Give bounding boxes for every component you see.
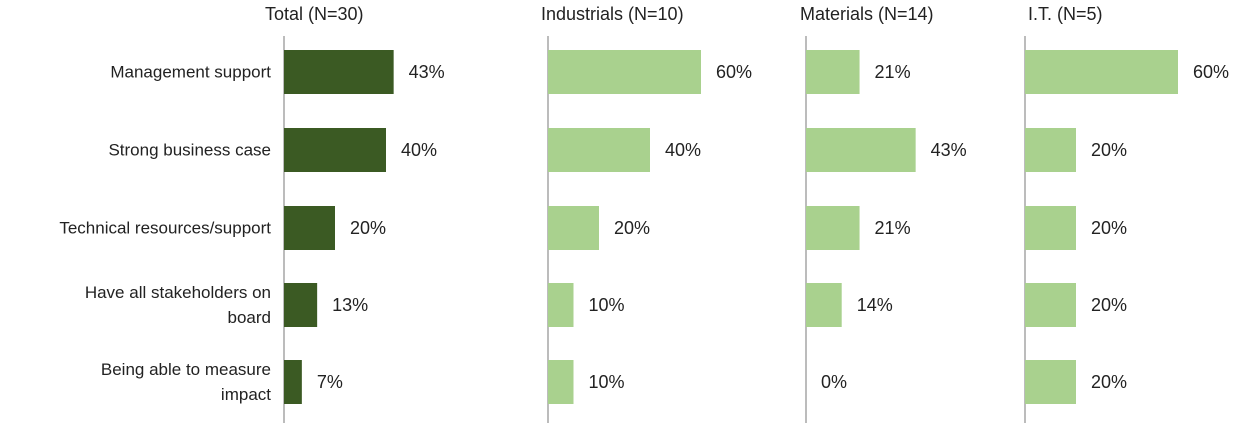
- data-label: 20%: [1091, 140, 1127, 160]
- panel-title: Materials (N=14): [800, 4, 934, 24]
- data-label: 20%: [614, 218, 650, 238]
- panel-title: I.T. (N=5): [1028, 4, 1103, 24]
- bar: [548, 128, 650, 172]
- data-label: 20%: [1091, 218, 1127, 238]
- data-label: 14%: [857, 295, 893, 315]
- data-label: 10%: [589, 372, 625, 392]
- bar: [1025, 206, 1076, 250]
- panel-title: Total (N=30): [265, 4, 364, 24]
- data-label: 60%: [1193, 62, 1229, 82]
- data-label: 43%: [409, 62, 445, 82]
- bar: [284, 50, 394, 94]
- data-label: 7%: [317, 372, 343, 392]
- bar: [1025, 128, 1076, 172]
- bar: [548, 206, 599, 250]
- bar: [806, 283, 842, 327]
- bar: [284, 360, 302, 404]
- category-label: Being able to measure impact: [100, 360, 271, 404]
- bar: [806, 128, 916, 172]
- data-label: 20%: [350, 218, 386, 238]
- data-label: 40%: [665, 140, 701, 160]
- category-label: Strong business case: [108, 140, 271, 160]
- bar: [806, 50, 860, 94]
- bar: [548, 50, 701, 94]
- data-label: 43%: [931, 140, 967, 160]
- bar: [806, 206, 860, 250]
- category-label: Management support: [110, 62, 271, 82]
- bar: [284, 283, 318, 327]
- data-label: 40%: [401, 140, 437, 160]
- bar: [548, 283, 574, 327]
- bar: [1025, 50, 1178, 94]
- category-label: Have all stakeholders on board: [84, 283, 271, 327]
- bar: [1025, 283, 1076, 327]
- data-label: 20%: [1091, 295, 1127, 315]
- data-label: 20%: [1091, 372, 1127, 392]
- bar: [284, 206, 335, 250]
- bar: [284, 128, 386, 172]
- bar: [548, 360, 574, 404]
- panel-title: Industrials (N=10): [541, 4, 684, 24]
- data-label: 60%: [716, 62, 752, 82]
- data-label: 10%: [589, 295, 625, 315]
- data-label: 21%: [875, 62, 911, 82]
- category-label: Technical resources/support: [59, 218, 271, 238]
- data-label: 21%: [875, 218, 911, 238]
- bar: [1025, 360, 1076, 404]
- data-label: 13%: [332, 295, 368, 315]
- data-label: 0%: [821, 372, 847, 392]
